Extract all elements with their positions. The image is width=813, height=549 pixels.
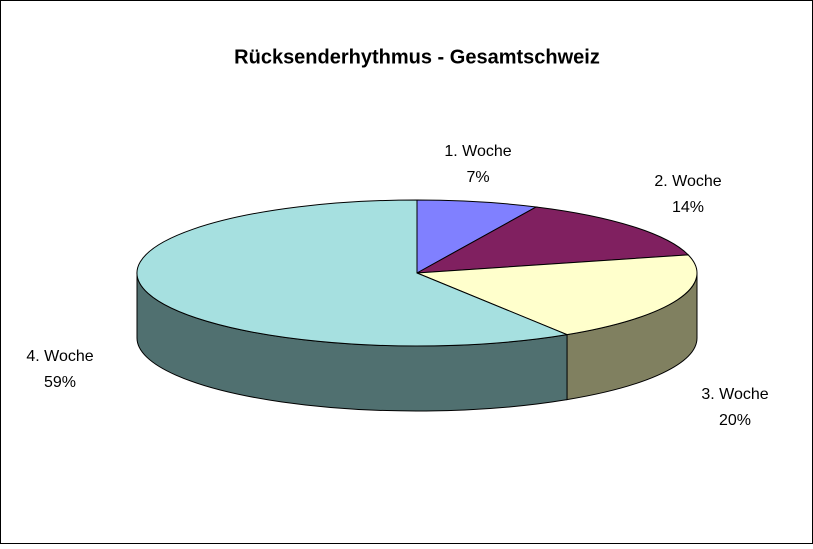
- slice-value-label: 7%: [466, 169, 489, 186]
- slice-label: 4. Woche: [26, 348, 93, 365]
- pie-slice: [416, 206, 690, 274]
- pie-slice: [416, 199, 538, 274]
- slice-value-label: 14%: [672, 199, 704, 216]
- chart-title: Rücksenderhythmus - Gesamtschweiz: [234, 46, 600, 68]
- pie-slice: [416, 254, 698, 336]
- slice-label: 1. Woche: [444, 143, 511, 160]
- pie-slice: [136, 199, 569, 347]
- slice-value-label: 59%: [44, 374, 76, 391]
- slice-label: 3. Woche: [701, 386, 768, 403]
- slice-value-label: 20%: [719, 412, 751, 429]
- slice-label: 2. Woche: [654, 173, 721, 190]
